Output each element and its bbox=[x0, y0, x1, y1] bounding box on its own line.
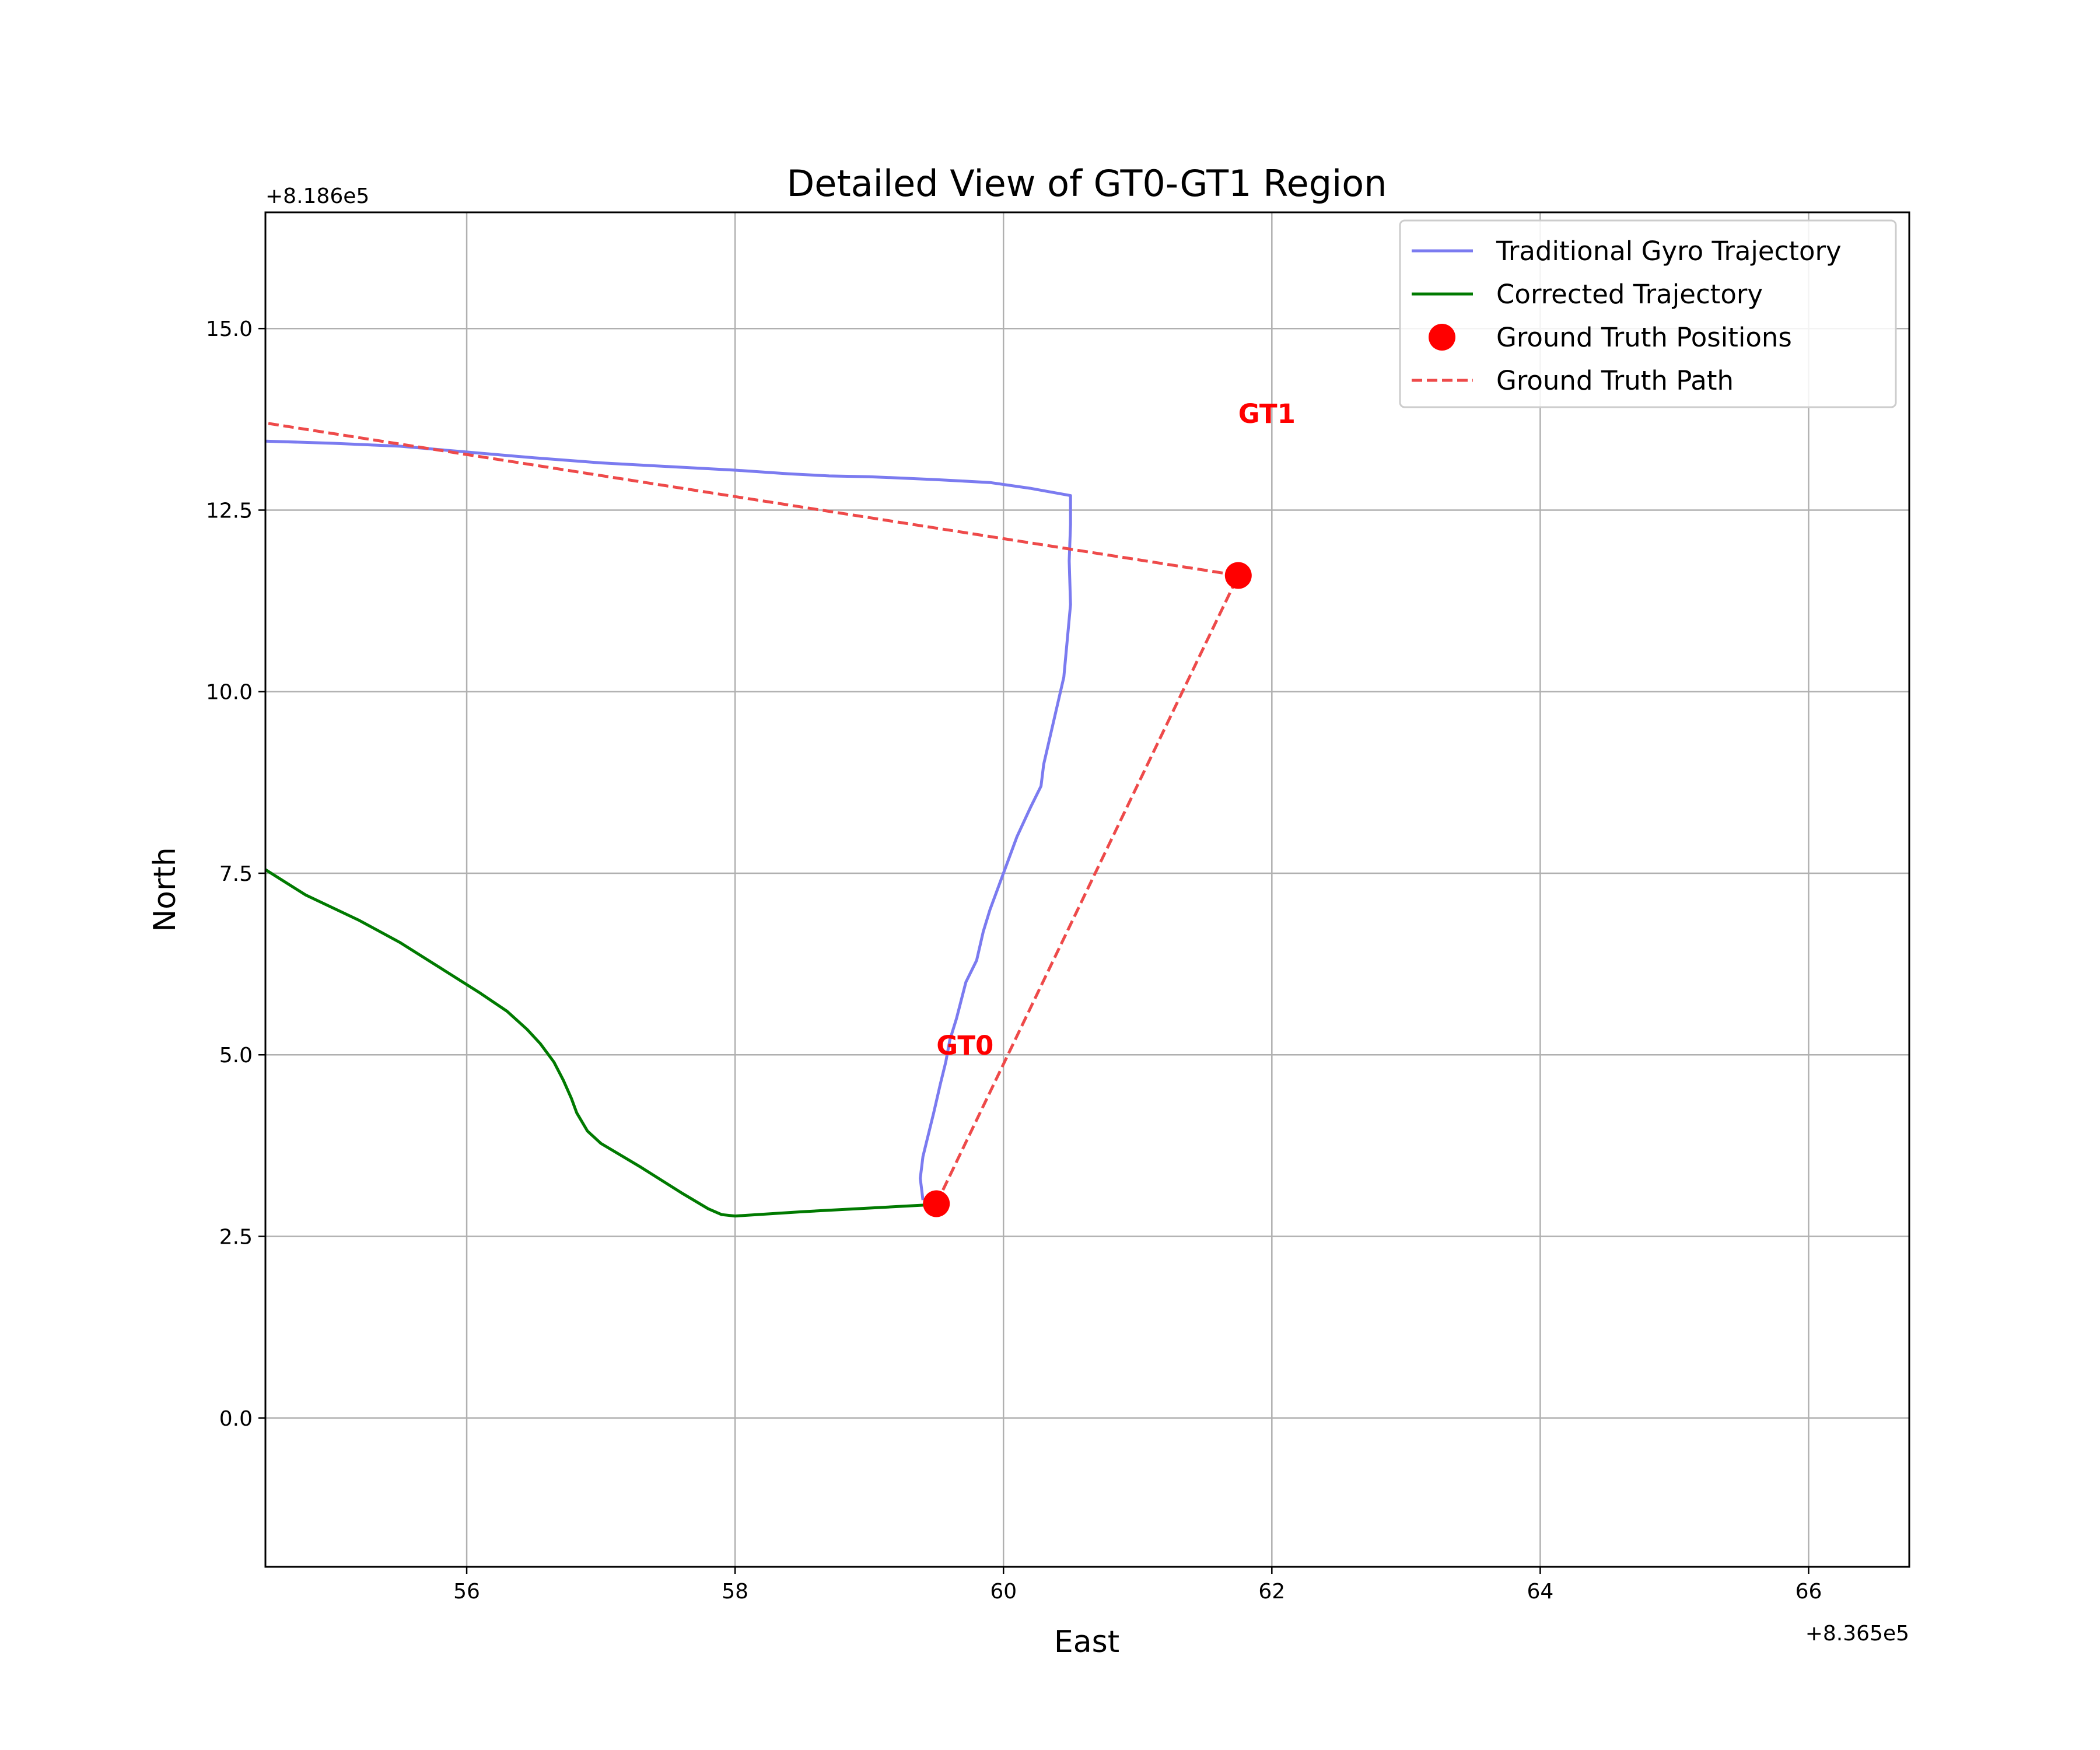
y-tick-label: 2.5 bbox=[219, 1226, 253, 1250]
legend-swatch-gt-positions bbox=[1429, 324, 1455, 351]
plot-frame bbox=[264, 211, 1910, 1568]
y-axis-label: North bbox=[148, 847, 183, 932]
x-tick-label: 62 bbox=[1258, 1580, 1285, 1604]
y-axis-ticks: 0.0 2.5 5.0 7.5 10.0 12.5 15.0 bbox=[206, 317, 265, 1431]
annotation-gt0: GT0 bbox=[936, 1030, 993, 1061]
y-tick-label: 12.5 bbox=[206, 499, 253, 523]
y-offset-label: +8.186e5 bbox=[265, 184, 369, 208]
chart-title: Detailed View of GT0-GT1 Region bbox=[786, 162, 1387, 205]
y-tick-label: 5.0 bbox=[219, 1044, 253, 1068]
legend: Traditional Gyro Trajectory Corrected Tr… bbox=[1399, 219, 1897, 408]
y-tick-label: 0.0 bbox=[219, 1407, 253, 1431]
x-offset-label: +8.365e5 bbox=[1805, 1622, 1909, 1646]
legend-label-corrected: Corrected Trajectory bbox=[1496, 279, 1763, 310]
y-tick-label: 10.0 bbox=[206, 681, 253, 705]
series-lines bbox=[265, 421, 1240, 1218]
corrected-trajectory-line bbox=[265, 868, 937, 1218]
legend-label-gt-positions: Ground Truth Positions bbox=[1496, 322, 1792, 353]
x-tick-label: 56 bbox=[453, 1580, 480, 1604]
annotation-gt1: GT1 bbox=[1238, 398, 1296, 429]
ground-truth-markers bbox=[923, 562, 1252, 1217]
ground-truth-point bbox=[1224, 562, 1252, 589]
legend-label-gyro: Traditional Gyro Trajectory bbox=[1496, 236, 1842, 267]
x-axis-ticks: 56 58 60 62 64 66 bbox=[453, 1567, 1822, 1604]
annotations: GT0 GT1 bbox=[936, 398, 1296, 1061]
legend-frame bbox=[1399, 219, 1897, 408]
y-tick-label: 7.5 bbox=[219, 862, 253, 886]
ground-truth-path-line bbox=[265, 421, 1240, 1205]
x-tick-label: 66 bbox=[1796, 1580, 1822, 1604]
x-tick-label: 60 bbox=[990, 1580, 1017, 1604]
x-tick-label: 58 bbox=[722, 1580, 748, 1604]
x-axis-label: East bbox=[1054, 1625, 1119, 1660]
grid bbox=[265, 212, 1909, 1567]
gyro-trajectory-line bbox=[265, 439, 1072, 1200]
y-tick-label: 15.0 bbox=[206, 317, 253, 341]
legend-label-gt-path: Ground Truth Path bbox=[1496, 365, 1734, 396]
ground-truth-point bbox=[923, 1190, 950, 1217]
x-tick-label: 64 bbox=[1527, 1580, 1553, 1604]
